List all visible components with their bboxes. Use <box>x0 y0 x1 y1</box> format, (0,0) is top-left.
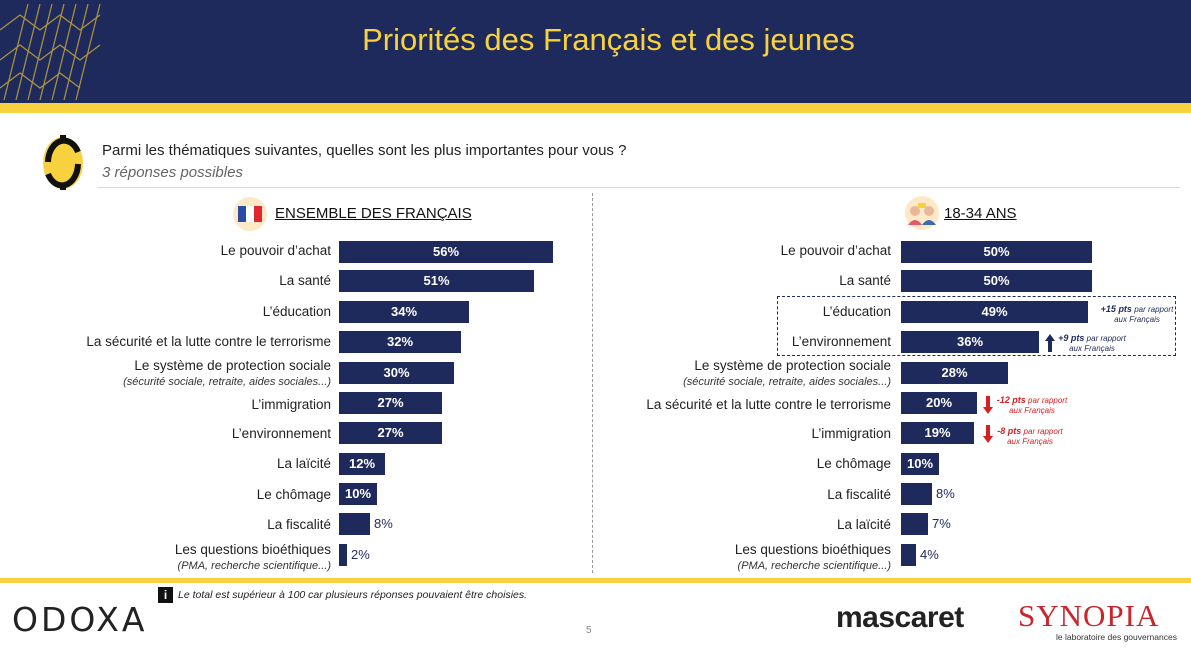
left-value-label-10: 2% <box>351 547 370 562</box>
header-banner: Priorités des Français et des jeunes <box>0 0 1191 103</box>
separator-line <box>97 187 1180 188</box>
left-bar-8 <box>339 483 377 505</box>
header-stripe <box>0 103 1191 113</box>
right-bar-6 <box>901 422 974 444</box>
right-bar-8 <box>901 483 932 505</box>
right-label-0: Le pouvoir d’achat <box>780 243 891 258</box>
right-bar-2 <box>901 301 1088 323</box>
left-label-7: La laïcité <box>276 456 331 471</box>
right-label-9: La laïcité <box>836 517 891 532</box>
annotation-security: -12 pts par rapport aux Français <box>996 395 1068 415</box>
synopia-tagline: le laboratoire des gouvernances <box>1056 632 1177 642</box>
left-bar-10 <box>339 544 347 566</box>
left-label-10: Les questions bioéthiques (PMA, recherche… <box>174 542 331 572</box>
left-label-1: La santé <box>279 273 331 288</box>
right-bar-0 <box>901 241 1092 263</box>
right-value-label-1: 50% <box>983 273 1010 288</box>
right-label-5: La sécurité et la lutte contre le terror… <box>646 397 891 412</box>
left-value-label-8: 10% <box>344 486 372 501</box>
left-bar-4 <box>339 362 454 384</box>
left-value-label-7: 12% <box>348 456 376 471</box>
highlight-box <box>777 296 1176 356</box>
right-label-8: La fiscalité <box>827 487 891 502</box>
left-value-label-2: 34% <box>390 304 418 319</box>
left-label-0: Le pouvoir d’achat <box>220 243 331 258</box>
left-value-label-3: 32% <box>386 334 414 349</box>
french-flag-icon <box>233 197 267 231</box>
annotation-immigration: -8 pts par rapport aux Français <box>997 426 1063 446</box>
left-value-label-4: 30% <box>383 365 410 380</box>
right-label-6: L’immigration <box>811 426 891 441</box>
footnote: Le total est supérieur à 100 car plusieu… <box>178 589 528 601</box>
left-bar-7 <box>339 453 385 475</box>
right-value-label-9: 7% <box>932 516 951 531</box>
right-value-label-0: 50% <box>983 244 1010 259</box>
arrow-down-icon <box>983 425 993 443</box>
page-number: 5 <box>586 625 592 636</box>
annotation-education: +15 pts par rapport aux Français <box>1100 304 1174 324</box>
right-bar-10 <box>901 544 916 566</box>
arrow-down-icon <box>983 396 993 414</box>
question-subtext: 3 réponses possibles <box>102 164 243 181</box>
left-value-label-9: 8% <box>374 516 393 531</box>
arrow-up-icon <box>1045 334 1055 352</box>
right-bar-9 <box>901 513 928 535</box>
odoxa-logo: ODOXA <box>12 600 148 639</box>
right-value-label-7: 10% <box>906 456 934 471</box>
right-value-label-3: 36% <box>956 334 984 349</box>
mascaret-logo: mascaret <box>836 601 964 634</box>
right-panel-title: 18-34 ANS <box>944 205 1017 222</box>
left-label-5: L’immigration <box>251 397 331 412</box>
right-value-label-10: 4% <box>920 547 939 562</box>
right-value-label-8: 8% <box>936 486 955 501</box>
odoxa-question-icon <box>43 135 83 190</box>
left-value-label-1: 51% <box>423 273 450 288</box>
right-label-10: Les questions bioéthiques (PMA, recherche… <box>734 542 891 572</box>
left-bar-6 <box>339 422 442 444</box>
page-title: Priorités des Français et des jeunes <box>362 22 855 57</box>
left-label-8: Le chômage <box>256 487 331 502</box>
right-bar-3 <box>901 331 1039 353</box>
left-label-9: La fiscalité <box>267 517 331 532</box>
right-label-7: Le chômage <box>816 456 891 471</box>
left-label-2: L’éducation <box>262 304 331 319</box>
left-bar-2 <box>339 301 469 323</box>
footer-stripe <box>0 578 1191 583</box>
young-people-icon <box>905 196 939 230</box>
question-text: Parmi les thématiques suivantes, quelles… <box>102 142 627 159</box>
right-label-4: Le système de protection sociale (sécurit… <box>683 358 891 388</box>
right-label-3: L’environnement <box>791 334 891 349</box>
left-label-6: L’environnement <box>231 426 331 441</box>
left-value-label-0: 56% <box>432 244 460 259</box>
right-value-label-4: 28% <box>941 365 968 380</box>
left-bar-3 <box>339 331 461 353</box>
left-bar-1 <box>339 270 534 292</box>
right-value-label-5: 20% <box>925 395 953 410</box>
annotation-environment: +9 pts par rapport aux Français <box>1058 333 1126 353</box>
left-label-4: Le système de protection sociale (sécurit… <box>123 358 331 388</box>
synopia-logo: SYNOPIA <box>1018 598 1160 633</box>
right-bar-7 <box>901 453 939 475</box>
right-value-label-6: 19% <box>924 425 951 440</box>
left-panel-title: ENSEMBLE DES FRANÇAIS <box>275 205 472 222</box>
right-bar-1 <box>901 270 1092 292</box>
panel-divider <box>592 193 593 573</box>
decorative-pattern-icon <box>0 3 101 101</box>
right-label-2: L’éducation <box>822 304 891 319</box>
right-label-1: La santé <box>839 273 891 288</box>
right-value-label-2: 49% <box>981 304 1008 319</box>
right-bar-4 <box>901 362 1008 384</box>
left-bar-9 <box>339 513 370 535</box>
left-bar-0 <box>339 241 553 263</box>
info-icon: i <box>158 587 173 603</box>
left-bar-5 <box>339 392 442 414</box>
right-bar-5 <box>901 392 977 414</box>
left-label-3: La sécurité et la lutte contre le terror… <box>86 334 331 349</box>
left-value-label-5: 27% <box>377 395 404 410</box>
left-value-label-6: 27% <box>377 425 404 440</box>
